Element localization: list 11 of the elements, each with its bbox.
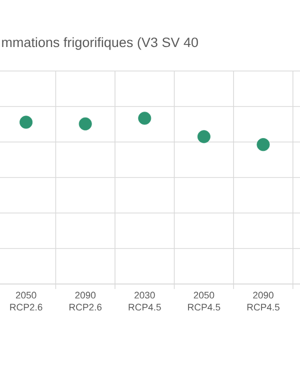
- point: [138, 112, 152, 125]
- x-tick-label: 2090 RCP2.6: [70, 292, 102, 311]
- x-tick-label: 2030 RCP4.5: [128, 292, 161, 311]
- x-tick-label: 2050 RCP4.5: [188, 292, 220, 311]
- point: [256, 138, 270, 152]
- point: [78, 117, 92, 130]
- point: [20, 116, 33, 129]
- point: [197, 130, 210, 144]
- x-tick-label: 2050 RCP2.6: [10, 292, 42, 311]
- x-tick-label: 2090 RCP4.5: [247, 292, 280, 311]
- chart-title: mmations frigorifiques (V3 SV 40: [2, 37, 198, 50]
